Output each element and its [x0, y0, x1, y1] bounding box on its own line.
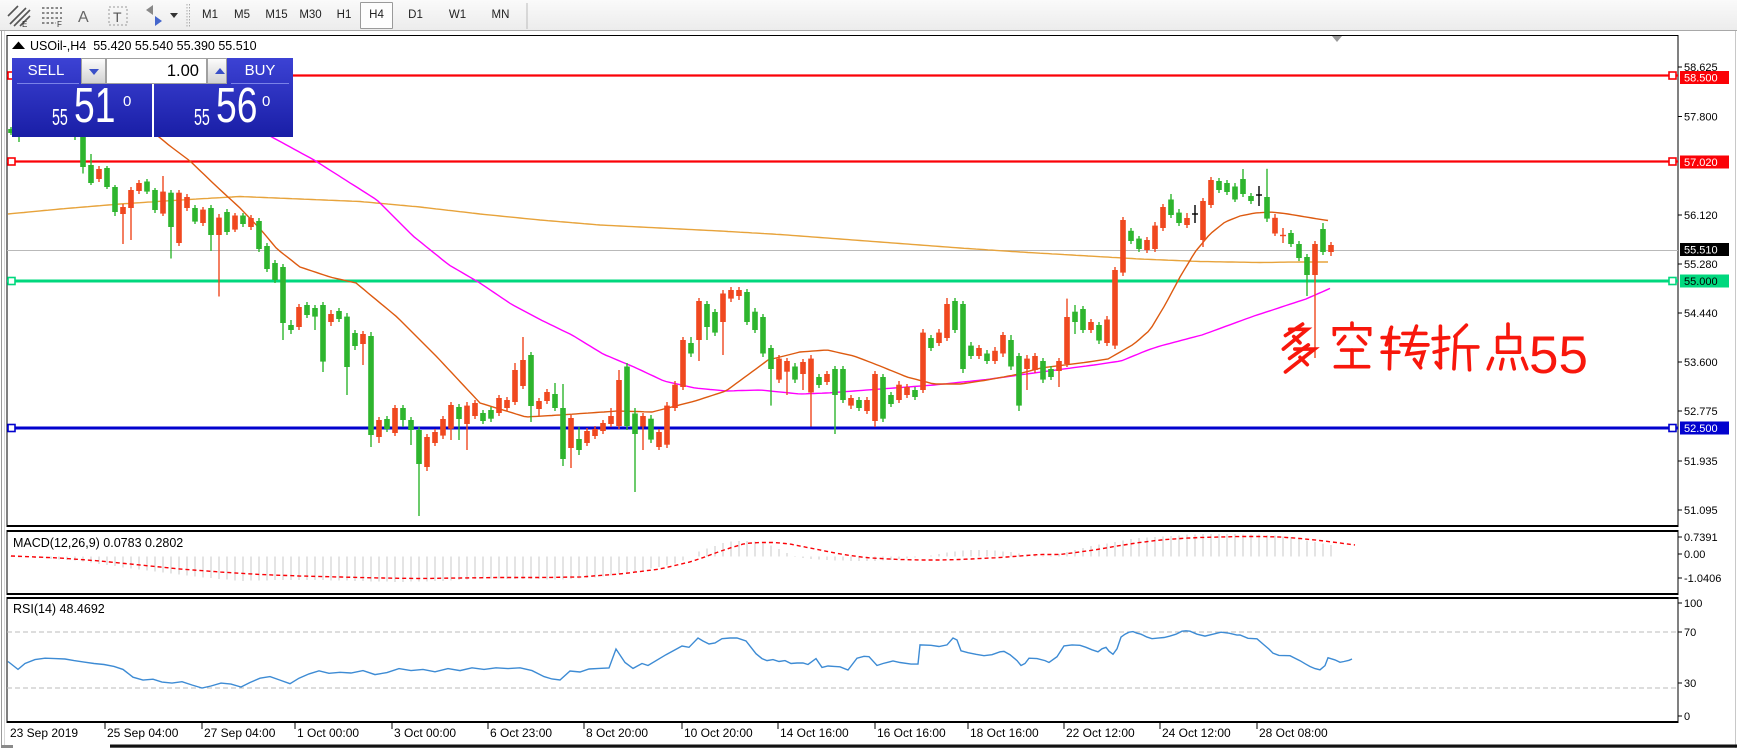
svg-text:55.000: 55.000 — [1684, 276, 1718, 288]
svg-text:25 Sep 04:00: 25 Sep 04:00 — [107, 726, 179, 740]
svg-text:70: 70 — [1684, 627, 1696, 639]
svg-text:A: A — [78, 9, 89, 26]
svg-text:30: 30 — [1684, 678, 1696, 690]
svg-text:55: 55 — [1529, 326, 1588, 385]
svg-text:51.935: 51.935 — [1684, 456, 1718, 468]
svg-text:28 Oct 08:00: 28 Oct 08:00 — [1259, 726, 1328, 740]
svg-text:0.7391: 0.7391 — [1684, 532, 1718, 544]
svg-text:18 Oct 16:00: 18 Oct 16:00 — [970, 726, 1039, 740]
svg-text:57.020: 57.020 — [1684, 157, 1718, 169]
svg-text:E: E — [22, 20, 27, 29]
svg-text:14 Oct 16:00: 14 Oct 16:00 — [780, 726, 849, 740]
svg-text:0.00: 0.00 — [1684, 549, 1705, 561]
svg-text:52.500: 52.500 — [1684, 423, 1718, 435]
svg-text:USOil-,H4 55.420 55.540 55.39: USOil-,H4 55.420 55.540 55.390 55.510 — [30, 39, 257, 53]
svg-text:1 Oct 00:00: 1 Oct 00:00 — [297, 726, 359, 740]
svg-text:MACD(12,26,9) 0.0783 0.2802: MACD(12,26,9) 0.0783 0.2802 — [13, 536, 183, 550]
svg-text:F: F — [57, 20, 62, 29]
svg-text:27 Sep 04:00: 27 Sep 04:00 — [204, 726, 276, 740]
svg-text:53.600: 53.600 — [1684, 357, 1718, 369]
svg-text:RSI(14) 48.4692: RSI(14) 48.4692 — [13, 602, 105, 616]
svg-text:54.440: 54.440 — [1684, 308, 1718, 320]
svg-text:55.280: 55.280 — [1684, 259, 1718, 271]
svg-text:0: 0 — [1684, 711, 1690, 723]
svg-text:24 Oct 12:00: 24 Oct 12:00 — [1162, 726, 1231, 740]
svg-text:52.775: 52.775 — [1684, 406, 1718, 418]
svg-text:8 Oct 20:00: 8 Oct 20:00 — [586, 726, 648, 740]
svg-text:57.800: 57.800 — [1684, 112, 1718, 124]
svg-text:22 Oct 12:00: 22 Oct 12:00 — [1066, 726, 1135, 740]
svg-text:T: T — [113, 9, 122, 25]
svg-text:100: 100 — [1684, 598, 1702, 610]
svg-text:23 Sep 2019: 23 Sep 2019 — [10, 726, 78, 740]
svg-text:16 Oct 16:00: 16 Oct 16:00 — [877, 726, 946, 740]
svg-text:56.120: 56.120 — [1684, 210, 1718, 222]
svg-text:-1.0406: -1.0406 — [1684, 573, 1721, 585]
svg-text:10 Oct 20:00: 10 Oct 20:00 — [684, 726, 753, 740]
svg-text:51.095: 51.095 — [1684, 505, 1718, 517]
svg-text:58.500: 58.500 — [1684, 73, 1718, 85]
svg-text:3 Oct 00:00: 3 Oct 00:00 — [394, 726, 456, 740]
svg-text:6 Oct 23:00: 6 Oct 23:00 — [490, 726, 552, 740]
svg-text:55.510: 55.510 — [1684, 245, 1718, 257]
